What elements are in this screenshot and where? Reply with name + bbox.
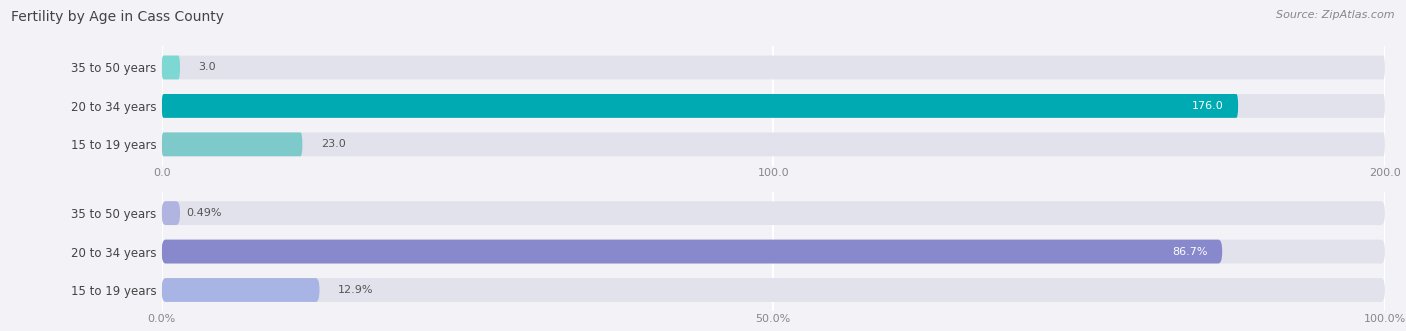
- FancyBboxPatch shape: [162, 94, 1385, 118]
- FancyBboxPatch shape: [162, 240, 1385, 263]
- Text: 23.0: 23.0: [321, 139, 346, 149]
- Text: 3.0: 3.0: [198, 63, 217, 72]
- FancyBboxPatch shape: [162, 201, 180, 225]
- FancyBboxPatch shape: [162, 56, 1385, 79]
- Text: 86.7%: 86.7%: [1173, 247, 1208, 257]
- FancyBboxPatch shape: [162, 56, 180, 79]
- FancyBboxPatch shape: [162, 240, 1222, 263]
- FancyBboxPatch shape: [162, 278, 1385, 302]
- Text: Source: ZipAtlas.com: Source: ZipAtlas.com: [1277, 10, 1395, 20]
- Text: 12.9%: 12.9%: [337, 285, 374, 295]
- FancyBboxPatch shape: [162, 201, 1385, 225]
- FancyBboxPatch shape: [162, 132, 302, 156]
- Text: 0.49%: 0.49%: [186, 208, 222, 218]
- FancyBboxPatch shape: [162, 132, 1385, 156]
- FancyBboxPatch shape: [162, 278, 319, 302]
- Text: Fertility by Age in Cass County: Fertility by Age in Cass County: [11, 10, 224, 24]
- Text: 176.0: 176.0: [1192, 101, 1223, 111]
- FancyBboxPatch shape: [162, 94, 1239, 118]
